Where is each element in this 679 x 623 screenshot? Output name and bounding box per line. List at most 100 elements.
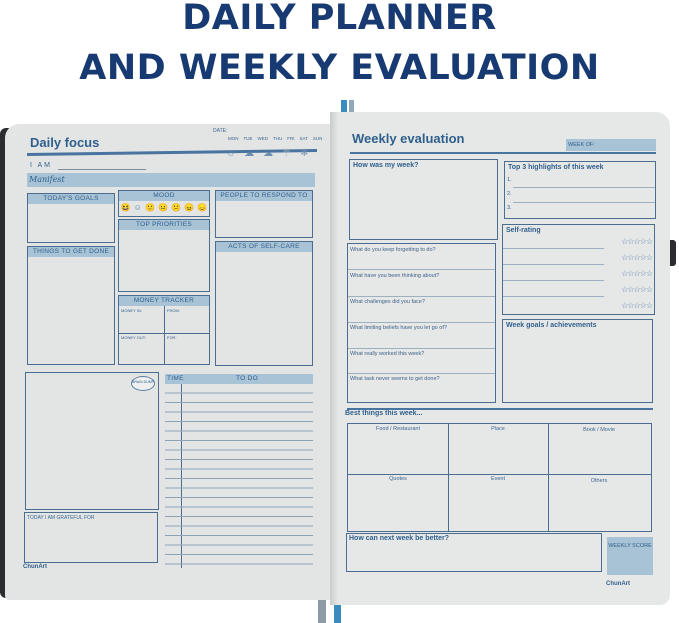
best-quotes[interactable]: Quotes	[389, 476, 407, 482]
time-todo-table[interactable]: TIME TO DO	[165, 374, 313, 568]
grid-line	[348, 474, 651, 475]
divider	[503, 280, 604, 281]
weekday-row: MON TUE WED THU FRI SAT SUN	[228, 136, 322, 141]
money-divider-v	[164, 306, 165, 364]
headline-line1: DAILY PLANNER	[182, 0, 497, 38]
money-divider-h	[119, 333, 209, 334]
money-tracker-box[interactable]: MONEY TRACKER MONEY IN: FROM: MONEY OUT:…	[118, 295, 210, 365]
things-to-get-done-box[interactable]: THINGS TO GET DONE	[27, 246, 115, 365]
highlight-line-1[interactable]	[513, 187, 655, 188]
page-gutter	[330, 112, 338, 605]
self-care-header: ACTS OF SELF-CARE	[216, 242, 312, 252]
day-fri[interactable]: FRI	[287, 136, 295, 141]
week-goals-label: Week goals / achievements	[506, 322, 597, 329]
cloud-icon[interactable]: ☁	[263, 148, 274, 159]
self-rating-label: Self-rating	[506, 227, 541, 234]
partly-cloudy-icon[interactable]: ☁	[244, 148, 255, 159]
mood-faces: 😆 ☺ 🙂 😐 😕 😠 😞	[119, 201, 209, 214]
weekly-logo: ChunArt	[606, 581, 630, 587]
day-sun[interactable]: SUN	[312, 136, 323, 141]
grid-line	[448, 424, 449, 531]
brain-dump-bubble: BRAIN DUMP	[131, 376, 155, 391]
highlights-box[interactable]: Top 3 highlights of this week 1. 2. 3.	[504, 161, 656, 219]
day-mon[interactable]: MON	[228, 136, 239, 141]
self-rating-box: Self-rating ☆☆☆☆☆ ☆☆☆☆☆ ☆☆☆☆☆ ☆☆☆☆☆ ☆☆☆☆…	[502, 224, 655, 315]
day-thu[interactable]: THU	[273, 136, 283, 141]
day-tue[interactable]: TUE	[243, 136, 253, 141]
questions-box[interactable]: What do you keep forgetting to do? What …	[347, 243, 496, 403]
highlight-line-2[interactable]	[513, 202, 655, 203]
rating-stars-5[interactable]: ☆☆☆☆☆	[621, 301, 653, 310]
todays-goals-header: TODAY'S GOALS	[28, 194, 114, 204]
time-header: TIME	[167, 375, 184, 382]
todays-goals-box[interactable]: TODAY'S GOALS	[27, 193, 115, 243]
how-was-week-box[interactable]: How was my week?	[349, 159, 498, 240]
money-tracker-header: MONEY TRACKER	[119, 296, 209, 306]
highlight-1: 1.	[507, 177, 512, 183]
question-5: What really worked this week?	[350, 351, 425, 357]
grateful-box[interactable]: TODAY I AM GRATEFUL FOR	[24, 512, 158, 563]
ribbon-bottom-blue	[334, 600, 341, 623]
day-wed[interactable]: WED	[257, 136, 269, 141]
divider	[503, 248, 604, 249]
money-out-label: MONEY OUT:	[121, 335, 146, 340]
best-others[interactable]: Others	[590, 478, 608, 484]
best-things-label: Best things this week...	[345, 410, 423, 417]
divider	[348, 373, 495, 374]
face-happy-icon[interactable]: ☺	[133, 203, 142, 212]
face-angry-icon[interactable]: 😠	[184, 203, 195, 212]
i-am-label: I AM	[30, 162, 53, 169]
weather-row: ☼ ☁ ☁ ☂ ❄	[226, 148, 309, 159]
ribbon-bottom-grey	[318, 598, 326, 623]
grateful-label: TODAY I AM GRATEFUL FOR	[27, 515, 95, 521]
rating-stars-4[interactable]: ☆☆☆☆☆	[621, 285, 653, 294]
snowflake-icon[interactable]: ❄	[300, 148, 309, 159]
self-care-box[interactable]: ACTS OF SELF-CARE	[215, 241, 313, 366]
rain-icon[interactable]: ☂	[282, 148, 292, 159]
face-sad-icon[interactable]: 😞	[197, 203, 208, 212]
next-week-label: How can next week be better?	[349, 535, 449, 542]
weekly-score-field[interactable]: WEEKLY SCORE	[607, 537, 653, 575]
people-box[interactable]: PEOPLE TO RESPOND TO	[215, 190, 313, 238]
week-goals-box[interactable]: Week goals / achievements	[502, 319, 653, 403]
sun-icon[interactable]: ☼	[226, 148, 236, 159]
divider	[503, 264, 604, 265]
for-label: FOR:	[167, 335, 177, 340]
day-sat[interactable]: SAT	[299, 136, 308, 141]
weekly-underline	[350, 152, 656, 154]
rating-stars-3[interactable]: ☆☆☆☆☆	[621, 269, 653, 278]
highlights-label: Top 3 highlights of this week	[508, 164, 604, 171]
date-label: DATE:	[213, 128, 228, 134]
divider	[348, 348, 495, 349]
weekly-title: Weekly evaluation	[352, 131, 465, 146]
highlight-3: 3.	[507, 205, 512, 211]
daily-title: Daily focus	[30, 135, 100, 150]
best-event[interactable]: Event	[490, 476, 506, 482]
face-smile-icon[interactable]: 🙂	[144, 203, 155, 212]
divider	[348, 322, 495, 323]
things-header: THINGS TO GET DONE	[28, 247, 114, 257]
from-label: FROM:	[167, 308, 180, 313]
rating-stars-1[interactable]: ☆☆☆☆☆	[621, 237, 653, 246]
brain-dump-box[interactable]: BRAIN DUMP	[25, 372, 159, 510]
best-place[interactable]: Place	[491, 426, 505, 432]
best-things-grid: Food / Restaurant Place Book / Movie Quo…	[347, 423, 652, 532]
face-confused-icon[interactable]: 😕	[171, 203, 182, 212]
todo-header: TO DO	[236, 375, 258, 382]
time-todo-header: TIME TO DO	[165, 374, 313, 384]
best-food[interactable]: Food / Restaurant	[375, 426, 421, 432]
face-laugh-icon[interactable]: 😆	[120, 203, 131, 212]
section-divider	[347, 408, 653, 410]
highlight-2: 2.	[507, 191, 512, 197]
best-book-movie[interactable]: Book / Movie	[583, 427, 615, 433]
divider	[503, 296, 604, 297]
rating-stars-2[interactable]: ☆☆☆☆☆	[621, 253, 653, 262]
face-neutral-icon[interactable]: 😐	[158, 203, 169, 212]
weekly-page	[330, 112, 670, 605]
i-am-line[interactable]	[58, 169, 146, 170]
headline-line2: AND WEEKLY EVALUATION	[79, 48, 600, 88]
question-4: What limiting beliefs have you let go of…	[350, 325, 447, 331]
week-of-field[interactable]: WEEK OF:	[566, 139, 656, 151]
next-week-better-box[interactable]: How can next week be better?	[346, 533, 602, 572]
top-priorities-box[interactable]: TOP PRIORITIES	[118, 219, 210, 292]
